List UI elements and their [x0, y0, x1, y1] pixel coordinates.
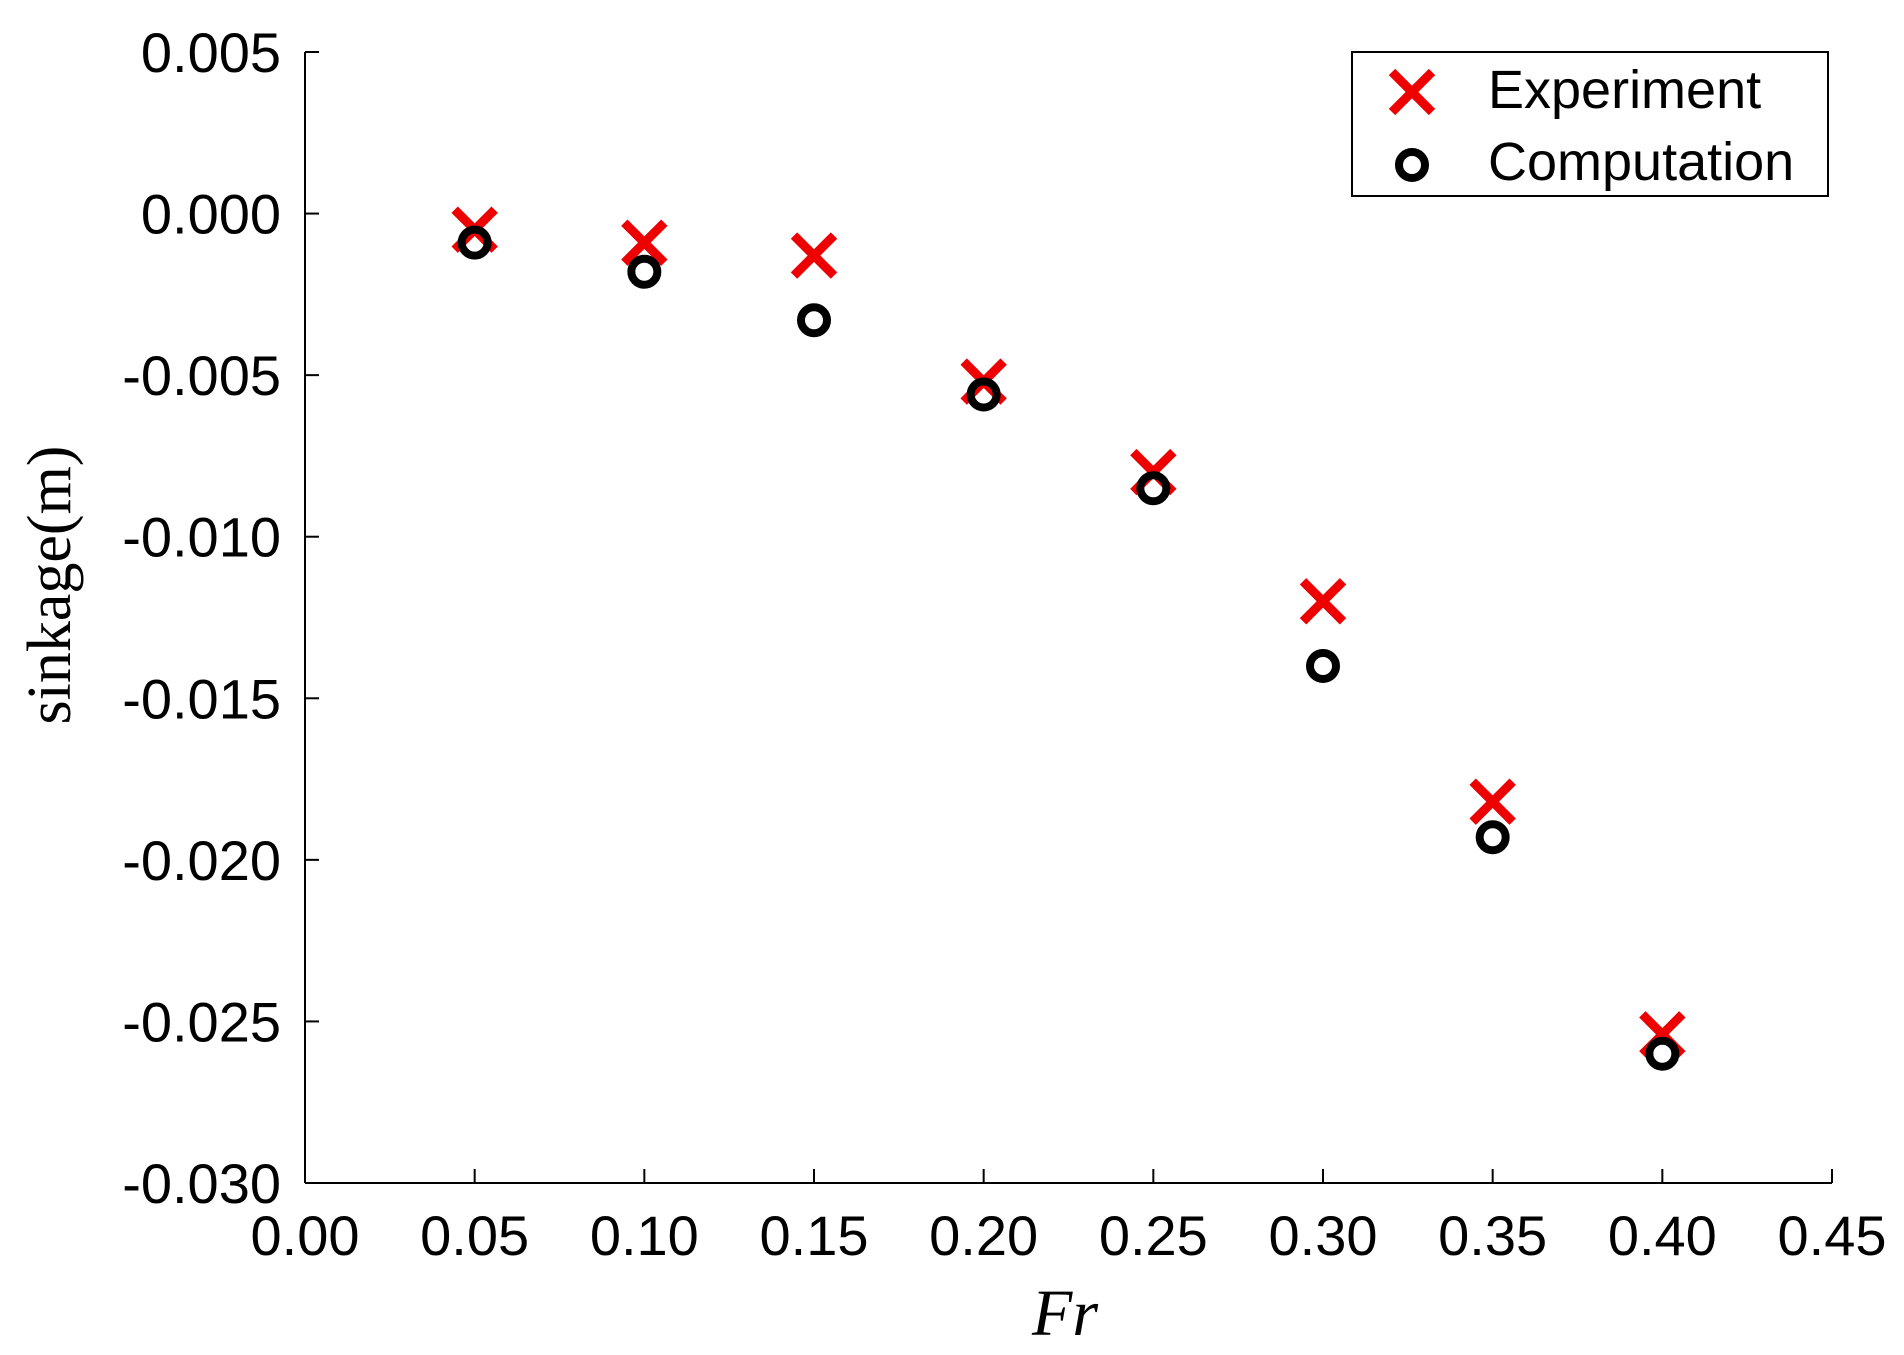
computation-legend-symbol: [1395, 148, 1429, 182]
x-tick-label: 0.25: [1099, 1204, 1208, 1267]
data-points: [451, 206, 1686, 1071]
computation-point: [457, 225, 492, 260]
experiment-legend-symbol: [1388, 68, 1436, 116]
x-tick-label: 0.10: [590, 1204, 699, 1267]
legend-marker-computation: [1395, 148, 1429, 182]
legend-label-experiment: Experiment: [1488, 60, 1761, 120]
y-tick-label: -0.025: [122, 990, 281, 1053]
legend: Experiment Computation: [1351, 51, 1829, 197]
computation-point: [1475, 820, 1510, 855]
x-tick-label: 0.45: [1778, 1204, 1887, 1267]
y-axis-title: sinkage(m): [16, 446, 84, 725]
x-tick-label: 0.30: [1269, 1204, 1378, 1267]
y-tick-label: -0.020: [122, 829, 281, 892]
y-tick-label: -0.005: [122, 344, 281, 407]
experiment-point: [790, 232, 838, 279]
y-tick-label: -0.015: [122, 667, 281, 730]
experiment-point: [621, 219, 668, 266]
axes: [304, 52, 1832, 1184]
x-axis-ticks: 0.00 0.05 0.10 0.15 0.20 0.25 0.30 0.35 0.40 0.45: [251, 1169, 1887, 1267]
y-tick-label: 0.000: [141, 183, 281, 246]
x-tick-label: 0.00: [251, 1204, 360, 1267]
computation-point: [627, 254, 662, 289]
x-axis-title: Fr: [1031, 1277, 1098, 1350]
x-tick-label: 0.40: [1608, 1204, 1717, 1267]
legend-marker-experiment: [1388, 68, 1436, 116]
x-tick-label: 0.05: [420, 1204, 529, 1267]
computation-point: [1645, 1036, 1680, 1071]
experiment-point: [1469, 778, 1516, 825]
computation-point: [1136, 471, 1171, 506]
computation-point: [966, 377, 1001, 412]
y-tick-label: -0.010: [122, 506, 281, 569]
computation-point: [1306, 648, 1340, 683]
experiment-point: [1299, 578, 1347, 625]
x-tick-label: 0.15: [760, 1204, 869, 1267]
x-tick-label: 0.35: [1438, 1204, 1547, 1267]
computation-point: [797, 303, 831, 338]
y-tick-label: -0.030: [122, 1152, 281, 1215]
y-tick-label: 0.005: [141, 21, 281, 84]
legend-label-computation: Computation: [1488, 132, 1794, 192]
x-tick-label: 0.20: [929, 1204, 1038, 1267]
y-axis-ticks: 0.005 0.000 -0.005 -0.010 -0.015 -0.020 -0.025…: [122, 21, 319, 1215]
